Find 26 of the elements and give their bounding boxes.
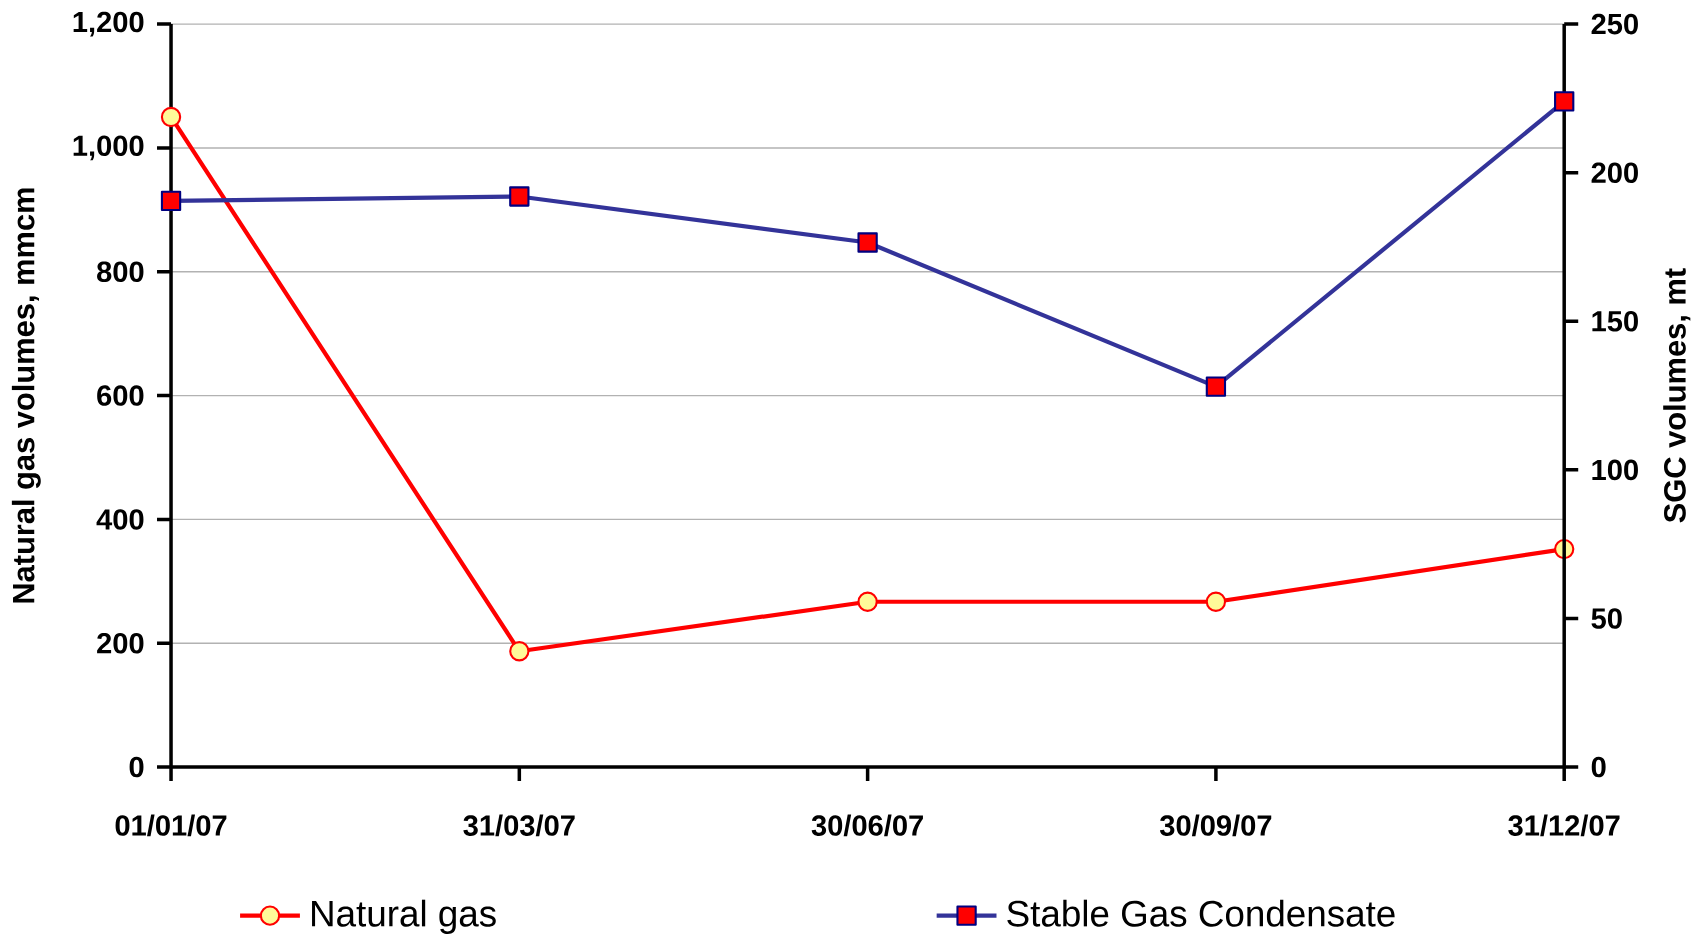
x-tick-label: 01/01/07: [115, 814, 227, 837]
y2-tick-label: 100: [1592, 459, 1638, 481]
x-tick-label: 30/09/07: [1159, 814, 1272, 837]
y-tick-label: 1,000: [73, 135, 144, 161]
point: [160, 106, 182, 128]
y-tick-label: 1,200: [73, 11, 144, 37]
point: [509, 641, 530, 662]
y-tick-label: 600: [97, 385, 144, 407]
point: [1205, 591, 1227, 613]
y2-tick-label: 0: [1591, 756, 1606, 778]
y2-tick-label: 250: [1591, 14, 1638, 35]
y-tick-label: 400: [96, 509, 144, 530]
legend-label: Stable Gas Condensate: [1007, 899, 1395, 927]
y2-axis-title: SGC volumes, mt: [1663, 268, 1691, 523]
y2-tick-label: 50: [1591, 608, 1622, 629]
y-tick-label: 200: [97, 633, 144, 654]
y2-tick-label: 150: [1592, 311, 1638, 332]
y-tick-label: 800: [97, 261, 144, 283]
x-tick-label: 31/12/07: [1508, 814, 1620, 837]
x-tick-label: 30/06/07: [811, 814, 923, 837]
legend-label: Natural gas: [312, 899, 496, 935]
y-tick-label: 0: [129, 756, 144, 778]
x-tick-label: 31/03/07: [463, 814, 575, 837]
point: [857, 591, 878, 613]
y2-tick-label: 200: [1591, 162, 1638, 184]
y-axis-title: Natural gas volumes, mmcm: [11, 188, 41, 603]
